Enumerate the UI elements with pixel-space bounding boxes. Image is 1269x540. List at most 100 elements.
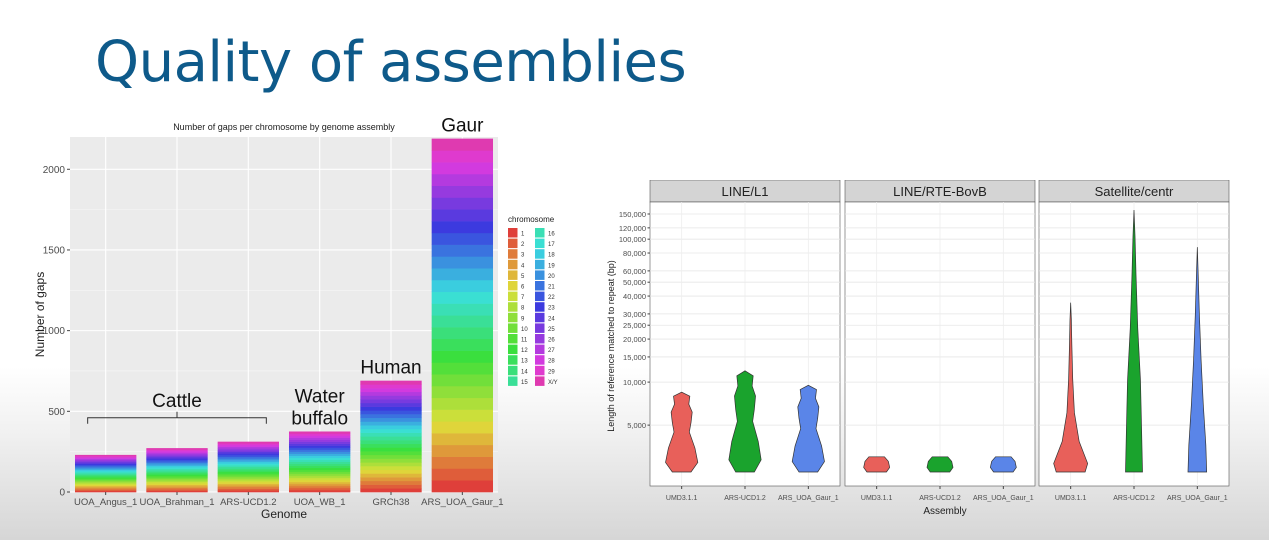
bar-segment-chr-17 <box>360 428 422 433</box>
bar-segment-chr-17 <box>431 291 494 304</box>
legend-swatch <box>508 238 518 249</box>
violin-ARS_UOA_Gaur_1 <box>989 456 1017 473</box>
legend-swatch <box>508 228 518 238</box>
legend-label: 4 <box>521 263 525 269</box>
bar-segment-chr-13 <box>431 338 494 351</box>
bar-segment-chr-24 <box>74 462 137 464</box>
bar-segment-chr-1 <box>146 490 208 493</box>
legend-swatch <box>508 259 518 270</box>
legend-swatch <box>508 334 518 344</box>
facet-label: LINE/L1 <box>722 184 769 199</box>
bar-segment-chr-28 <box>360 388 422 393</box>
y-tick-label: 30,000 <box>623 310 646 319</box>
legend-swatch <box>535 365 545 376</box>
x-tick-label: ARS_UOA_Gaur_1 <box>778 495 839 502</box>
legend-label: 14 <box>521 369 528 375</box>
bar-segment-chr-11 <box>217 473 280 476</box>
bar-segment-chr-2 <box>431 468 494 481</box>
bar-segment-chr-X/Y <box>217 441 280 444</box>
legend-swatch <box>508 323 518 333</box>
bar-segment-chr-4 <box>217 485 280 488</box>
y-tick-label: 0 <box>59 488 65 499</box>
bar-segment-chr-23 <box>431 221 494 234</box>
bar-segment-chr-23 <box>217 453 280 456</box>
bar-segment-chr-18 <box>217 461 280 464</box>
x-tick-label: UMD3.1.1 <box>1055 495 1087 502</box>
bar-segment-chr-27 <box>431 173 494 187</box>
y-tick-label: 15,000 <box>623 353 646 362</box>
bar-segment-chr-22 <box>74 464 137 467</box>
legend-swatch <box>535 376 545 386</box>
bar-segment-chr-19 <box>431 268 494 281</box>
bar-segment-chr-2 <box>146 489 208 491</box>
bar-segment-chr-25 <box>74 461 137 463</box>
bar-segment-chr-17 <box>288 457 351 461</box>
y-tick-label: 25,000 <box>623 321 646 330</box>
legend-label: 29 <box>548 369 555 375</box>
bar-segment-chr-3 <box>360 480 422 485</box>
bar-segment-chr-6 <box>431 421 494 434</box>
legend-label: 20 <box>548 274 555 280</box>
bar-segment-chr-11 <box>288 469 351 473</box>
x-tick-label: UOA_Angus_1 <box>74 497 137 508</box>
bar-segment-chr-23 <box>360 406 422 411</box>
bar-segment-chr-5 <box>431 433 494 446</box>
bar-segment-chr-10 <box>288 471 351 475</box>
bar-segment-chr-8 <box>288 475 351 479</box>
legend-label: 9 <box>521 316 525 322</box>
bar-segment-chr-9 <box>431 385 494 399</box>
bar-segment-chr-26 <box>360 395 422 400</box>
bar-segment-chr-25 <box>146 455 208 458</box>
legend-label: 23 <box>548 306 555 312</box>
legend-label: 21 <box>548 285 555 291</box>
legend-label: X/Y <box>548 380 558 386</box>
legend-label: 15 <box>521 380 528 386</box>
bar-segment-chr-11 <box>74 478 137 480</box>
legend-label: 17 <box>548 242 555 248</box>
bar-segment-chr-X/Y <box>360 380 422 385</box>
bar-segment-chr-21 <box>217 456 280 459</box>
legend-swatch <box>535 228 545 238</box>
bar-segment-chr-22 <box>217 455 280 458</box>
bar-segment-chr-23 <box>74 463 137 466</box>
legend-swatch <box>508 376 518 386</box>
x-tick-label: UOA_WB_1 <box>294 497 346 508</box>
bar-segment-chr-21 <box>74 466 137 468</box>
bar-segment-chr-14 <box>288 463 351 467</box>
bar-segment-chr-6 <box>74 484 137 487</box>
legend-label: 8 <box>521 306 525 312</box>
y-axis-title: Number of gaps <box>33 272 47 357</box>
legend-swatch <box>535 249 545 259</box>
legend-label: 27 <box>548 348 555 354</box>
violin-UMD3.1.1 <box>665 391 699 473</box>
legend-label: 26 <box>548 338 555 344</box>
y-tick-label: 60,000 <box>623 267 646 276</box>
legend-label: 2 <box>521 242 525 248</box>
bar-segment-chr-8 <box>217 478 280 481</box>
bar-segment-chr-19 <box>288 453 351 456</box>
bar-segment-chr-27 <box>146 452 208 455</box>
bar-segment-chr-14 <box>74 474 137 477</box>
legend-title: chromosome <box>508 215 555 224</box>
x-tick-label: UMD3.1.1 <box>861 495 893 502</box>
bar-segment-chr-2 <box>74 489 137 492</box>
bar-segment-chr-3 <box>74 488 137 490</box>
violin-ARS_UOA_Gaur_1 <box>1187 247 1208 473</box>
bar-segment-chr-5 <box>217 483 280 486</box>
violin-UMD3.1.1 <box>863 456 891 473</box>
bar-segment-chr-23 <box>146 458 208 461</box>
annotation-label: buffalo <box>291 408 348 429</box>
bar-segment-chr-4 <box>288 483 351 487</box>
bar-segment-chr-10 <box>431 374 494 387</box>
bar-segment-chr-26 <box>431 185 494 198</box>
bar-segment-chr-16 <box>217 465 280 468</box>
y-tick-label: 20,000 <box>623 335 646 344</box>
bar-segment-chr-12 <box>431 350 494 363</box>
bar-segment-chr-15 <box>431 315 494 328</box>
legend-label: 25 <box>548 327 555 333</box>
legend-label: 6 <box>521 285 525 291</box>
legend-label: 7 <box>521 295 525 301</box>
legend-label: 28 <box>548 359 555 365</box>
legend-label: 12 <box>521 348 528 354</box>
bar-segment-chr-15 <box>288 461 351 465</box>
